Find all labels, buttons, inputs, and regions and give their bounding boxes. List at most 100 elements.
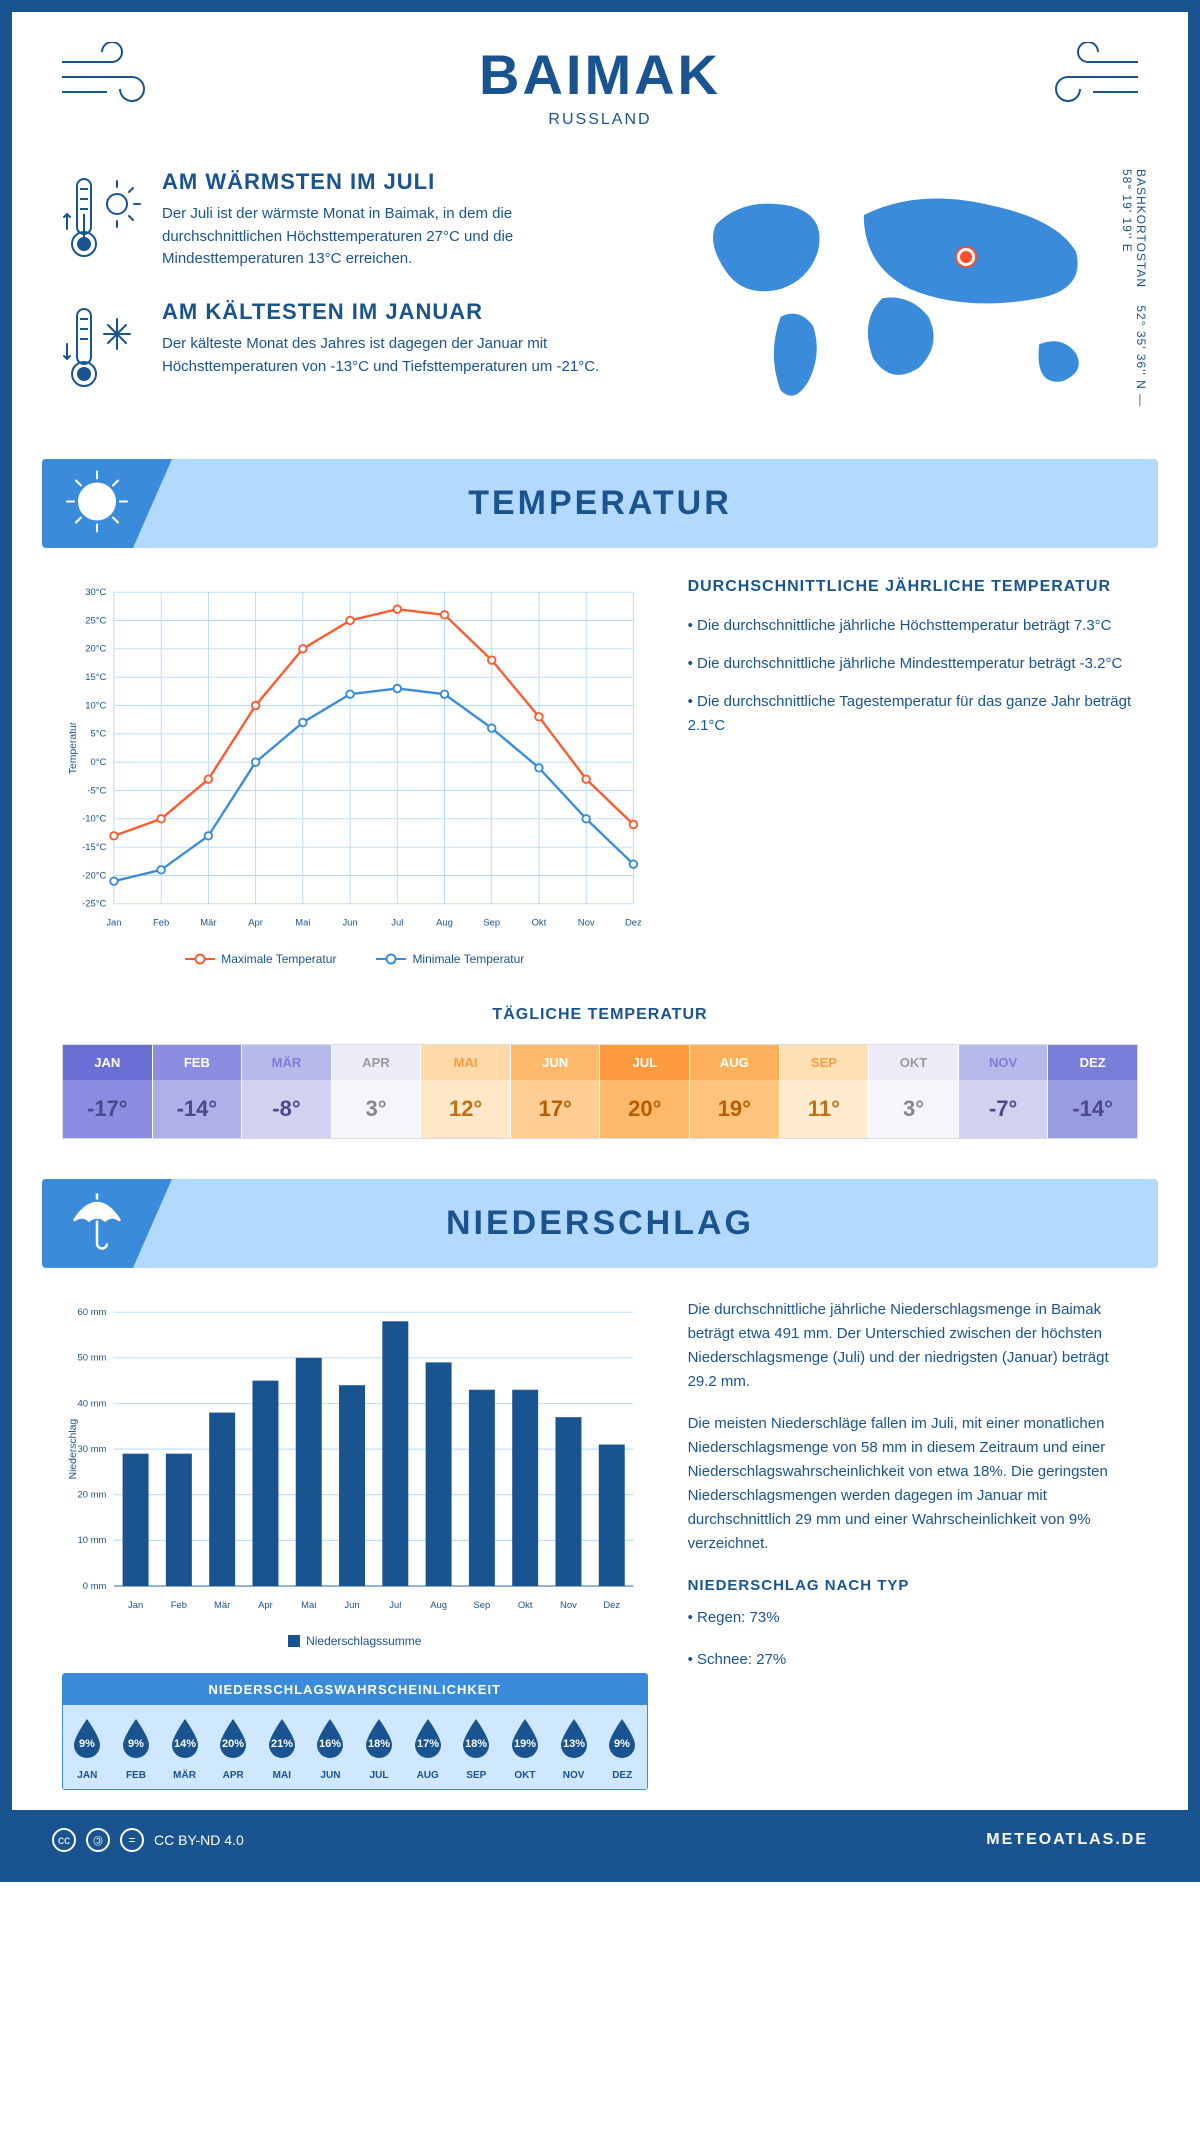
svg-text:19%: 19% — [514, 1738, 536, 1750]
temp-info-bullet: • Die durchschnittliche Tagestemperatur … — [688, 690, 1138, 738]
svg-text:Apr: Apr — [258, 1600, 273, 1611]
svg-text:Aug: Aug — [436, 918, 453, 929]
raindrop-icon: 14% — [168, 1717, 202, 1759]
svg-text:Jun: Jun — [344, 1600, 359, 1611]
raindrop-icon: 21% — [265, 1717, 299, 1759]
probability-cell: 17% AUG — [403, 1705, 452, 1789]
temp-info-heading: DURCHSCHNITTLICHE JÄHRLICHE TEMPERATUR — [688, 578, 1138, 596]
svg-text:Nov: Nov — [578, 918, 595, 929]
umbrella-icon — [62, 1186, 132, 1261]
svg-text:25°C: 25°C — [85, 615, 106, 626]
svg-text:60 mm: 60 mm — [78, 1307, 107, 1318]
svg-text:15°C: 15°C — [85, 672, 106, 683]
svg-text:Jul: Jul — [391, 918, 403, 929]
precip-paragraph: Die durchschnittliche jährliche Niedersc… — [688, 1298, 1138, 1394]
probability-cell: 18% SEP — [452, 1705, 501, 1789]
nd-icon: = — [120, 1828, 144, 1852]
raindrop-icon: 13% — [557, 1717, 591, 1759]
temperature-section: -25°C-20°C-15°C-10°C-5°C0°C5°C10°C15°C20… — [12, 548, 1188, 996]
daily-cell: AUG 19° — [690, 1045, 780, 1138]
svg-text:Niederschlag: Niederschlag — [68, 1418, 79, 1479]
coldest-title: AM KÄLTESTEN IM JANUAR — [162, 299, 633, 325]
svg-text:Aug: Aug — [430, 1600, 447, 1611]
svg-text:Mär: Mär — [214, 1600, 230, 1611]
svg-text:Mai: Mai — [295, 918, 310, 929]
svg-text:Jun: Jun — [342, 918, 357, 929]
probability-cell: 16% JUN — [306, 1705, 355, 1789]
probability-cell: 14% MÄR — [160, 1705, 209, 1789]
svg-text:Dez: Dez — [625, 918, 642, 929]
daily-cell: OKT 3° — [869, 1045, 959, 1138]
svg-text:21%: 21% — [271, 1738, 293, 1750]
daily-cell: JUN 17° — [511, 1045, 601, 1138]
svg-text:Jan: Jan — [128, 1600, 143, 1611]
svg-text:Jan: Jan — [106, 918, 121, 929]
probability-table: NIEDERSCHLAGSWAHRSCHEINLICHKEIT 9% JAN 9… — [62, 1673, 648, 1790]
daily-temp-title: TÄGLICHE TEMPERATUR — [12, 1006, 1188, 1024]
probability-header: NIEDERSCHLAGSWAHRSCHEINLICHKEIT — [63, 1674, 647, 1705]
footer: cc 🄯 = CC BY-ND 4.0 METEOATLAS.DE — [12, 1810, 1188, 1870]
svg-text:Feb: Feb — [153, 918, 169, 929]
probability-cell: 19% OKT — [501, 1705, 550, 1789]
temp-info-bullet: • Die durchschnittliche jährliche Mindes… — [688, 652, 1138, 676]
svg-text:Mai: Mai — [301, 1600, 316, 1611]
daily-cell: NOV -7° — [959, 1045, 1049, 1138]
daily-cell: FEB -14° — [153, 1045, 243, 1138]
precip-type-heading: NIEDERSCHLAG NACH TYP — [688, 1574, 1138, 1598]
daily-cell: MÄR -8° — [242, 1045, 332, 1138]
svg-text:13%: 13% — [563, 1738, 585, 1750]
probability-cell: 18% JUL — [355, 1705, 404, 1789]
section-title: NIEDERSCHLAG — [82, 1204, 1118, 1243]
page-title: BAIMAK — [52, 42, 1148, 107]
svg-text:Apr: Apr — [248, 918, 263, 929]
svg-text:-20°C: -20°C — [82, 870, 106, 881]
chart-legend: Niederschlagssumme — [62, 1634, 648, 1648]
raindrop-icon: 20% — [216, 1717, 250, 1759]
svg-text:10°C: 10°C — [85, 700, 106, 711]
svg-text:18%: 18% — [368, 1738, 390, 1750]
raindrop-icon: 18% — [459, 1717, 493, 1759]
svg-text:-15°C: -15°C — [82, 842, 106, 853]
probability-cell: 21% MAI — [258, 1705, 307, 1789]
warmest-text: Der Juli ist der wärmste Monat in Baimak… — [162, 203, 633, 271]
warmest-block: AM WÄRMSTEN IM JULI Der Juli ist der wär… — [62, 169, 633, 274]
precipitation-banner: NIEDERSCHLAG — [42, 1179, 1158, 1268]
svg-text:20 mm: 20 mm — [78, 1489, 107, 1500]
site-name: METEOATLAS.DE — [986, 1831, 1148, 1849]
svg-text:18%: 18% — [465, 1738, 487, 1750]
wind-icon — [1038, 42, 1148, 117]
summary-row: AM WÄRMSTEN IM JULI Der Juli ist der wär… — [12, 149, 1188, 459]
svg-text:-25°C: -25°C — [82, 899, 106, 910]
precip-type-bullet: • Regen: 73% — [688, 1606, 1138, 1630]
temp-info-bullet: • Die durchschnittliche jährliche Höchst… — [688, 614, 1138, 638]
svg-text:0 mm: 0 mm — [83, 1581, 107, 1592]
wind-icon — [52, 42, 162, 117]
thermometer-snow-icon — [62, 299, 142, 404]
svg-text:9%: 9% — [79, 1738, 95, 1750]
svg-text:0°C: 0°C — [91, 757, 107, 768]
header: BAIMAK RUSSLAND — [12, 12, 1188, 149]
svg-text:Feb: Feb — [171, 1600, 187, 1611]
section-title: TEMPERATUR — [82, 484, 1118, 523]
svg-text:Sep: Sep — [483, 918, 500, 929]
svg-text:10 mm: 10 mm — [78, 1535, 107, 1546]
probability-cell: 13% NOV — [549, 1705, 598, 1789]
daily-temp-table: JAN -17° FEB -14° MÄR -8° APR 3° MAI 12°… — [62, 1044, 1138, 1139]
svg-text:Nov: Nov — [560, 1600, 577, 1611]
world-map — [663, 169, 1138, 409]
temperature-chart: -25°C-20°C-15°C-10°C-5°C0°C5°C10°C15°C20… — [62, 578, 648, 966]
precipitation-section: 0 mm10 mm20 mm30 mm40 mm50 mm60 mmNieder… — [12, 1268, 1188, 1810]
world-map-block: BASHKORTOSTAN 52° 35' 36'' N — 58° 19' 1… — [663, 169, 1138, 429]
svg-text:17%: 17% — [417, 1738, 439, 1750]
raindrop-icon: 9% — [70, 1717, 104, 1759]
svg-text:5°C: 5°C — [91, 729, 107, 740]
license-label: CC BY-ND 4.0 — [154, 1832, 244, 1848]
probability-cell: 20% APR — [209, 1705, 258, 1789]
probability-cell: 9% JAN — [63, 1705, 112, 1789]
page-subtitle: RUSSLAND — [52, 111, 1148, 129]
svg-text:-5°C: -5°C — [87, 785, 106, 796]
svg-text:Okt: Okt — [532, 918, 547, 929]
svg-text:30°C: 30°C — [85, 587, 106, 598]
daily-cell: SEP 11° — [780, 1045, 870, 1138]
svg-text:Dez: Dez — [603, 1600, 620, 1611]
